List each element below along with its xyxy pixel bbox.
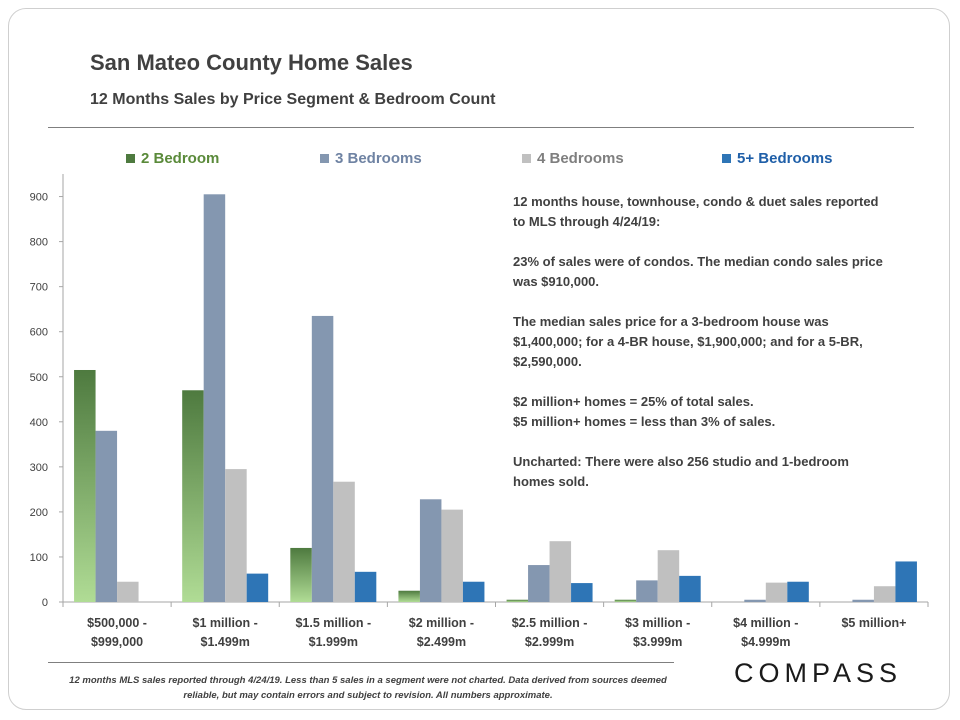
legend-item-5plus-bedrooms: 5+ Bedrooms <box>722 150 832 167</box>
bar-3-bedrooms-1 <box>203 194 226 603</box>
y-tick-label: 500 <box>30 372 48 384</box>
bar-2-bedroom-1 <box>182 390 204 602</box>
x-category-label: $999,000 <box>91 635 143 649</box>
annotation-intro: 12 months house, townhouse, condo & duet… <box>513 194 879 229</box>
legend-swatch-4-bedrooms <box>522 154 531 163</box>
bar-3-bedrooms-2 <box>311 315 334 602</box>
chart-annotation: 12 months house, townhouse, condo & duet… <box>513 192 885 512</box>
annotation-2m-share: $2 million+ homes = 25% of total sales. <box>513 394 754 409</box>
footer-divider <box>48 662 674 663</box>
bar-3-bedrooms-5 <box>636 580 658 602</box>
legend-label-4-bedrooms: 4 Bedrooms <box>537 150 624 167</box>
annotation-condos: 23% of sales were of condos. The median … <box>513 254 883 289</box>
y-tick-label: 0 <box>42 597 48 609</box>
legend-label-5plus-bedrooms: 5+ Bedrooms <box>737 150 833 167</box>
y-tick-label: 200 <box>30 507 48 519</box>
bar-4-bedrooms-4 <box>549 541 572 602</box>
bar-4-bedrooms-5 <box>657 550 680 602</box>
bar-5-bedrooms-6 <box>787 581 809 602</box>
bar-4-bedrooms-7 <box>873 586 896 602</box>
bar-3-bedrooms-7 <box>852 599 874 602</box>
x-category-label: $2 million - <box>409 616 474 630</box>
y-tick-label: 900 <box>30 192 48 204</box>
annotation-uncharted: Uncharted: There were also 256 studio an… <box>513 454 849 489</box>
bar-4-bedrooms-1 <box>225 469 247 602</box>
x-category-label: $4 million - <box>733 616 798 630</box>
y-tick-label: 400 <box>30 417 48 429</box>
bar-5-bedrooms-5 <box>679 575 701 602</box>
legend-label-2-bedroom: 2 Bedroom <box>141 150 220 167</box>
x-category-label: $1.499m <box>201 635 250 649</box>
legend-swatch-3-bedrooms <box>320 154 329 163</box>
x-category-label: $1.999m <box>309 635 358 649</box>
y-tick-label: 100 <box>30 552 48 564</box>
y-tick-label: 700 <box>30 282 48 294</box>
legend-swatch-2-bedroom <box>126 154 135 163</box>
bar-5-bedrooms-3 <box>462 581 485 602</box>
x-category-label: $1 million - <box>193 616 258 630</box>
bar-2-bedroom-2 <box>290 547 312 602</box>
bar-5-bedrooms-7 <box>895 561 917 602</box>
bar-3-bedrooms-0 <box>95 430 118 602</box>
x-category-label: $500,000 - <box>87 616 147 630</box>
legend-swatch-5plus-bedrooms <box>722 154 731 163</box>
x-category-label: $1.5 million - <box>295 616 371 630</box>
legend-item-3-bedrooms: 3 Bedrooms <box>320 150 422 167</box>
y-tick-label: 600 <box>30 327 48 339</box>
compass-logo: COMPASS <box>734 658 903 688</box>
x-category-label: $5 million+ <box>841 616 906 630</box>
annotation-5m-share: $5 million+ homes = less than 3% of sale… <box>513 414 776 429</box>
bar-3-bedrooms-3 <box>419 499 442 602</box>
x-category-label: $2.499m <box>417 635 466 649</box>
legend-item-2-bedroom: 2 Bedroom <box>126 150 219 167</box>
footnote: 12 months MLS sales reported through 4/2… <box>69 675 667 701</box>
bar-2-bedroom-0 <box>74 369 96 602</box>
bar-5-bedrooms-4 <box>571 583 593 602</box>
page-subtitle: 12 Months Sales by Price Segment & Bedro… <box>90 91 496 108</box>
x-category-label: $4.999m <box>741 635 790 649</box>
legend-label-3-bedrooms: 3 Bedrooms <box>335 150 422 167</box>
bar-4-bedrooms-0 <box>117 581 139 602</box>
bar-4-bedrooms-6 <box>765 582 788 602</box>
bar-5-bedrooms-1 <box>246 573 269 602</box>
title-divider <box>48 127 914 128</box>
page-title: San Mateo County Home Sales <box>90 50 413 75</box>
chart-bars <box>74 194 917 603</box>
x-category-label: $2.999m <box>525 635 574 649</box>
annotation-median-prices: The median sales price for a 3-bedroom h… <box>513 314 863 369</box>
y-tick-label: 800 <box>30 237 48 249</box>
bar-4-bedrooms-3 <box>441 509 463 602</box>
chart-axes: 0 100 200 300 400 500 600 700 800 900 <box>30 174 929 609</box>
bar-5-bedrooms-2 <box>354 571 377 602</box>
y-tick-label: 300 <box>30 462 48 474</box>
bar-2-bedroom-3 <box>398 590 420 602</box>
x-category-label: $2.5 million - <box>512 616 588 630</box>
chart-category-labels: $500,000 - $999,000 $1 million - $1.499m $1.… <box>87 616 906 649</box>
legend-item-4-bedrooms: 4 Bedrooms <box>522 150 624 167</box>
bar-3-bedrooms-6 <box>744 599 766 602</box>
bar-3-bedrooms-4 <box>528 565 550 602</box>
x-category-label: $3.999m <box>633 635 682 649</box>
bar-2-bedroom-5 <box>614 599 637 602</box>
bar-2-bedroom-4 <box>506 599 529 602</box>
x-category-label: $3 million - <box>625 616 690 630</box>
bar-4-bedrooms-2 <box>333 481 355 602</box>
